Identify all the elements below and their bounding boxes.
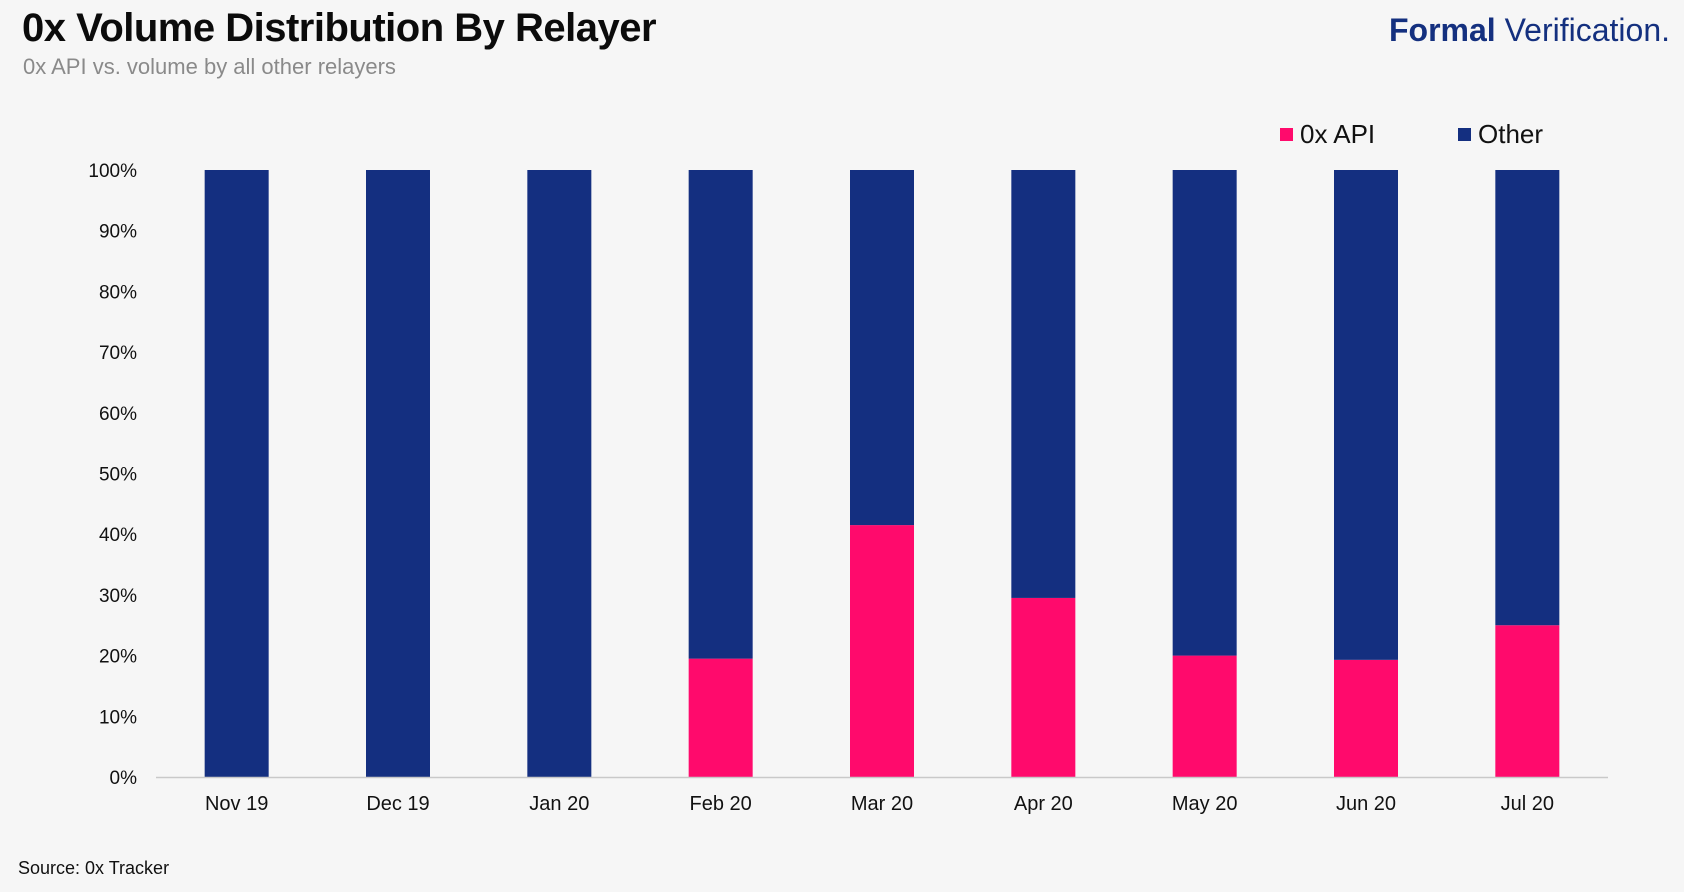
y-tick-label: 100% <box>88 161 137 182</box>
bar-segment-other <box>1011 170 1076 598</box>
bar-segment-other <box>688 170 753 659</box>
x-tick-label: Feb 20 <box>690 793 752 815</box>
bar-segment-api <box>1495 625 1560 777</box>
bar-segment-api <box>1011 597 1076 777</box>
x-tick-label: Jan 20 <box>529 793 589 815</box>
x-tick-label: Nov 19 <box>205 793 268 815</box>
source-note: Source: 0x Tracker <box>18 858 170 878</box>
x-tick-label: Jun 20 <box>1336 793 1396 815</box>
bar-segment-other <box>204 170 269 777</box>
bar-segment-api <box>1172 655 1237 777</box>
y-tick-label: 20% <box>99 647 137 668</box>
bar-segment-other <box>1172 170 1237 656</box>
y-tick-label: 70% <box>99 343 137 364</box>
y-tick-label: 90% <box>99 222 137 243</box>
y-tick-label: 40% <box>99 525 137 546</box>
y-tick-label: 10% <box>99 707 137 728</box>
y-tick-label: 80% <box>99 282 137 303</box>
bar-segment-other <box>1495 170 1560 626</box>
y-tick-label: 30% <box>99 586 137 607</box>
y-tick-label: 0% <box>110 768 138 789</box>
brand-logo: Formal Verification. <box>1389 12 1670 49</box>
brand-logo-light: Verification. <box>1495 12 1670 48</box>
legend-label-other: Other <box>1478 119 1543 149</box>
x-tick-label: Mar 20 <box>851 793 913 815</box>
chart-title: 0x Volume Distribution By Relayer <box>22 6 657 50</box>
bar-segment-other <box>850 170 914 526</box>
x-tick-label: May 20 <box>1172 793 1238 815</box>
bar-segment-api <box>850 525 914 777</box>
legend-label-api: 0x API <box>1300 119 1375 149</box>
bar-segment-api <box>688 658 753 777</box>
y-tick-label: 60% <box>99 404 137 425</box>
x-tick-label: Dec 19 <box>366 793 429 815</box>
x-tick-label: Apr 20 <box>1014 793 1073 815</box>
chart-subtitle: 0x API vs. volume by all other relayers <box>23 54 396 79</box>
legend-swatch-other <box>1458 128 1471 141</box>
bar-segment-other <box>527 170 592 777</box>
bar-segment-api <box>1334 659 1398 777</box>
brand-logo-bold: Formal <box>1389 12 1496 48</box>
x-tick-label: Jul 20 <box>1501 793 1554 815</box>
legend-swatch-api <box>1280 128 1293 141</box>
bar-segment-other <box>1334 170 1398 660</box>
y-tick-label: 50% <box>99 465 137 486</box>
bar-segment-other <box>366 170 430 777</box>
